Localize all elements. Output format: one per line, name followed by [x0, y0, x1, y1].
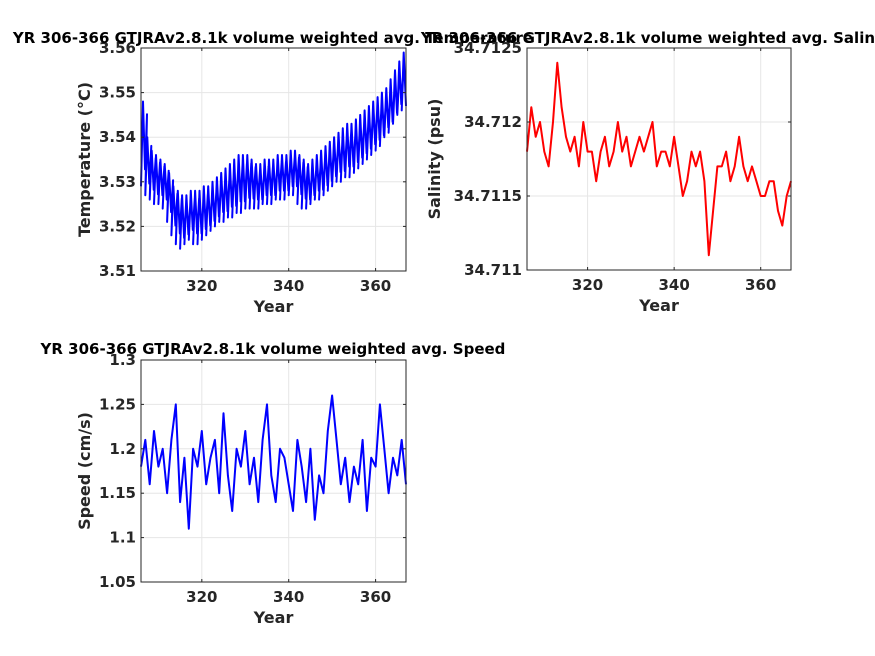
- x-tick-label: 340: [658, 276, 689, 294]
- y-tick-label: 1.15: [99, 484, 136, 502]
- chart-3: 320 340 360 1.05 1.1 1.15 1.2 1.25 1.3 Year Speed …: [40, 340, 506, 627]
- y-tick-label: 1.2: [109, 440, 136, 458]
- x-tick-label: 360: [745, 276, 776, 294]
- y-axis-label: Salinity (psu): [425, 99, 444, 220]
- data-series-line: [140, 51, 407, 250]
- x-axis-label: Year: [638, 296, 679, 315]
- y-tick-label: 3.54: [99, 128, 136, 146]
- y-tick-label: 34.7115: [454, 187, 522, 205]
- y-tick-label: 3.53: [99, 173, 136, 191]
- y-tick-label: 34.7125: [454, 39, 522, 57]
- y-axis-label: Speed (cm/s): [75, 412, 94, 530]
- x-axis-label: Year: [253, 608, 294, 627]
- y-tick-label: 1.25: [99, 395, 136, 413]
- x-tick-label: 360: [360, 588, 391, 606]
- y-tick-label: 3.52: [99, 217, 136, 235]
- chart-title: YR 306-366 GTJRAv2.8.1k volume weighted …: [12, 29, 533, 47]
- chart-1: 320 340 360 3.51 3.52 3.53 3.54 3.55 3.56 Year Tem…: [12, 29, 533, 316]
- y-axis-label: Temperature (°C): [75, 82, 94, 237]
- chart-title: YR 306-366 GTJRAv2.8.1k volume weighted …: [40, 340, 506, 358]
- axes-box: [140, 359, 407, 583]
- plot-area: [141, 360, 406, 582]
- x-tick-label: 340: [273, 588, 304, 606]
- data-series-line: [140, 394, 407, 530]
- y-tick-label: 34.711: [464, 261, 522, 279]
- y-tick-label: 3.56: [99, 39, 136, 57]
- axes-box: [526, 47, 792, 271]
- x-tick-label: 340: [273, 277, 304, 295]
- chart-title: YR 306-366 GTJRAv2.8.1k volume weighted …: [420, 29, 875, 47]
- y-tick-label: 3.51: [99, 262, 136, 280]
- y-tick-label: 3.55: [99, 84, 136, 102]
- y-tick-label: 1.3: [109, 351, 136, 369]
- y-tick-label: 1.05: [99, 573, 136, 591]
- data-series-line: [526, 61, 792, 257]
- y-tick-label: 1.1: [109, 529, 136, 547]
- axes-box: [140, 47, 407, 272]
- y-tick-label: 34.712: [464, 113, 522, 131]
- x-tick-label: 320: [186, 588, 217, 606]
- x-axis-label: Year: [253, 297, 294, 316]
- chart-2: 320 340 360 34.711 34.7115 34.712 34.7125 Year S…: [420, 29, 875, 315]
- x-tick-label: 360: [360, 277, 391, 295]
- x-tick-label: 320: [186, 277, 217, 295]
- x-tick-label: 320: [572, 276, 603, 294]
